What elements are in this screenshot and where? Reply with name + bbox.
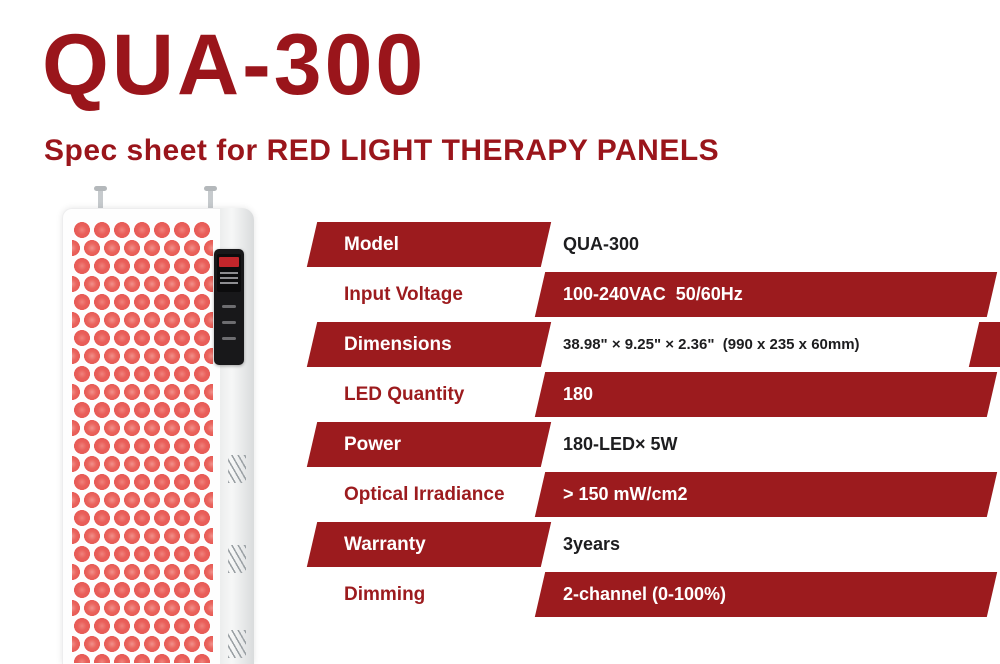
spec-value: > 150 mW/cm2: [563, 484, 688, 504]
spec-row-input-voltage: Input Voltage 100-240VAC 50/60Hz: [310, 272, 1000, 317]
page-subtitle: Spec sheet for RED LIGHT THERAPY PANELS: [44, 134, 720, 167]
led-dots: [72, 221, 213, 663]
hanging-hook-left-icon: [94, 186, 107, 214]
spec-label: Optical Irradiance: [344, 484, 505, 505]
control-unit: [214, 249, 244, 365]
panel-front: [62, 208, 244, 664]
spec-row-model: Model QUA-300: [306, 222, 1000, 267]
spec-label: Dimming: [344, 584, 426, 605]
spec-row-warranty: Warranty 3years: [306, 522, 1000, 567]
spec-row-dimming: Dimming 2-channel (0-100%): [310, 572, 1000, 617]
control-button-icon: [222, 337, 236, 340]
spec-value: 3years: [563, 534, 621, 554]
spec-label: Model: [344, 234, 399, 255]
spec-label: Warranty: [344, 534, 426, 555]
value-banner: [534, 372, 998, 417]
spec-label: Power: [344, 434, 402, 455]
panel-body: [62, 208, 254, 664]
spec-value: 2-channel (0-100%): [563, 584, 727, 604]
spec-label: LED Quantity: [344, 384, 465, 405]
spec-value: 180-LED× 5W: [563, 434, 678, 454]
spec-row-led-quantity: LED Quantity 180: [310, 372, 1000, 417]
control-button-icon: [222, 321, 236, 324]
spec-label: Input Voltage: [344, 284, 463, 305]
vent-grille-icon: [228, 455, 246, 483]
spec-value: 180: [563, 384, 594, 404]
control-screen: [217, 254, 241, 292]
hanging-hook-right-icon: [204, 186, 217, 214]
product-image: [62, 186, 262, 664]
vent-grille-icon: [228, 630, 246, 658]
spec-row-power: Power 180-LED× 5W: [306, 422, 1000, 467]
vent-grille-icon: [228, 545, 246, 573]
spec-value: 38.98" × 9.25" × 2.36" (990 x 235 x 60mm…: [563, 336, 860, 353]
row-end-cap: [968, 322, 1000, 367]
spec-label: Dimensions: [344, 334, 452, 355]
page-title: QUA-300: [42, 17, 427, 113]
spec-table: Model QUA-300 Input Voltage 100-240VAC 5…: [306, 222, 1000, 622]
spec-value: 100-240VAC 50/60Hz: [563, 284, 743, 304]
control-button-icon: [222, 305, 236, 308]
spec-row-dimensions: Dimensions 38.98" × 9.25" × 2.36" (990 x…: [306, 322, 1000, 367]
spec-value: QUA-300: [563, 234, 640, 254]
spec-row-optical-irradiance: Optical Irradiance > 150 mW/cm2: [310, 472, 1000, 517]
